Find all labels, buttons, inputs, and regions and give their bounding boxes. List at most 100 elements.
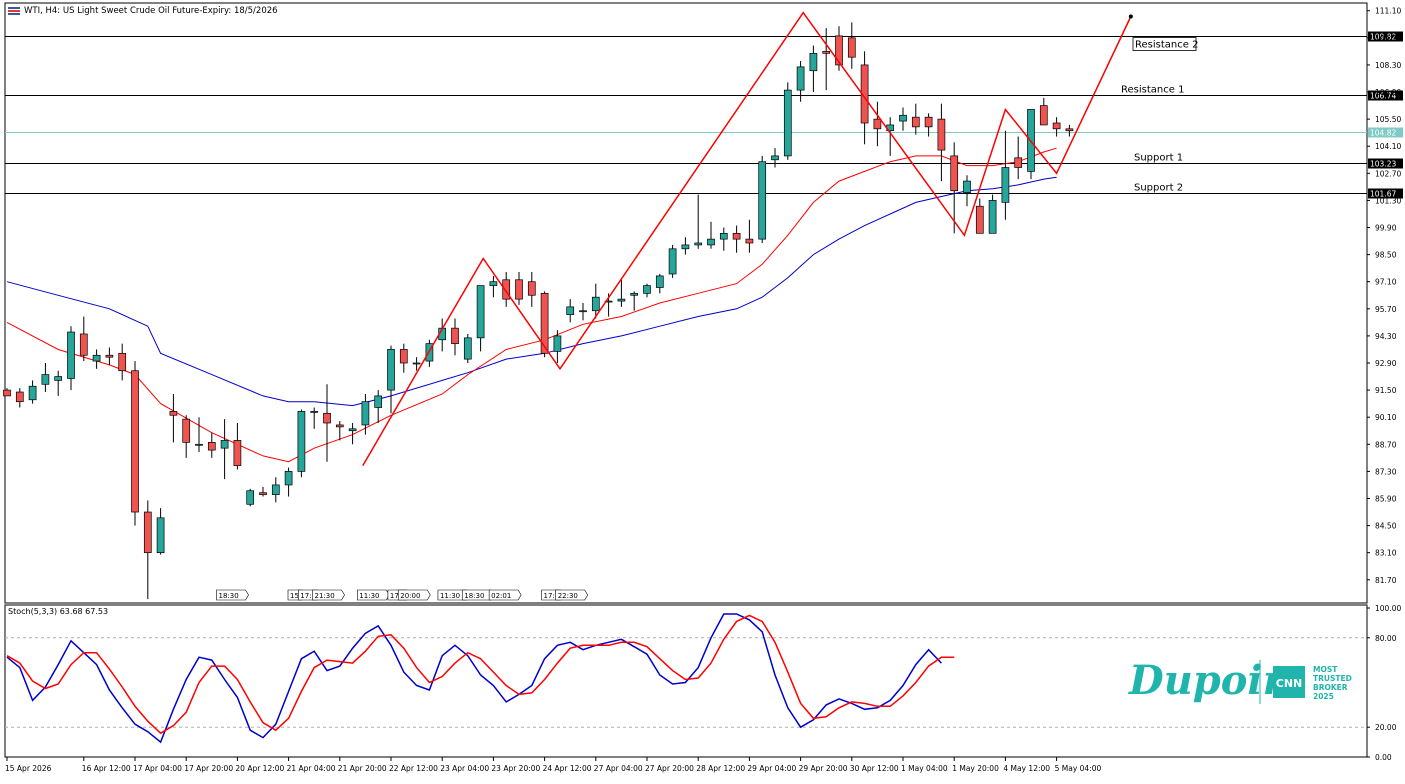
candle-body: [937, 118, 946, 151]
time-tick-label-19: 4 May 12:00: [1003, 764, 1050, 773]
candle: [79, 316, 88, 362]
candle-body: [911, 116, 920, 128]
level-labels: Resistance 2 Resistance 1 Support 1 Support…: [1121, 37, 1198, 194]
candle: [92, 349, 101, 369]
candle: [655, 273, 664, 294]
price-tick-label-19: 84.50: [1375, 522, 1397, 531]
candle-body: [643, 285, 651, 294]
stochastic-axis: 100.00 80.00 20.00 0.00: [1367, 604, 1401, 762]
candle: [515, 272, 523, 305]
session-mark-label-10: 17:: [544, 592, 555, 600]
session-mark-label-1: 15: [290, 592, 299, 600]
dupoin-logo: Dupoin CNN MOST TRUSTED BROKER 2025: [1128, 657, 1352, 704]
candle: [707, 221, 715, 249]
candle: [924, 113, 933, 137]
time-tick-label-13: 28 Apr 12:00: [696, 764, 745, 773]
time-tick-label-14: 29 Apr 04:00: [747, 764, 796, 773]
candle-body: [3, 389, 11, 397]
candle-body: [476, 285, 485, 339]
time-tick-label-0: 15 Apr 2026: [5, 764, 52, 773]
candle: [937, 103, 946, 182]
candle-body: [579, 310, 587, 313]
candle-body: [860, 64, 869, 124]
candle: [963, 175, 971, 207]
time-tick-label-10: 24 Apr 12:00: [543, 764, 592, 773]
session-mark-box-9: [488, 589, 522, 601]
level-price-label-2: 104.82: [1370, 129, 1396, 138]
time-tick-label-9: 23 Apr 20:00: [491, 764, 540, 773]
time-tick-label-4: 20 Apr 12:00: [235, 764, 284, 773]
session-mark-label-8: 18:30: [464, 592, 484, 600]
time-axis: 15 Apr 2026 16 Apr 12:00 17 Apr 04:00 17 Ap…: [5, 757, 1101, 773]
candle: [399, 343, 408, 373]
chart-title-bar: WTI, H4: US Light Sweet Crude Oil Future…: [8, 4, 278, 18]
time-tick-label-12: 27 Apr 20:00: [645, 764, 694, 773]
time-tick-label-6: 21 Apr 20:00: [338, 764, 387, 773]
tagline-line-2: TRUSTED: [1313, 674, 1352, 683]
candle-body: [92, 354, 101, 362]
candle: [950, 142, 959, 234]
candle-body: [924, 116, 933, 128]
candle-body: [515, 279, 523, 300]
candle: [566, 299, 575, 323]
session-mark-box-6: [397, 589, 431, 601]
session-mark-box-11: [555, 589, 589, 601]
candle-body: [707, 238, 715, 246]
session-mark-label-0: 18:30: [219, 592, 239, 600]
candle: [975, 198, 984, 234]
candle: [783, 82, 792, 160]
level-price-tag-2: [1368, 127, 1403, 138]
candle: [643, 283, 651, 298]
stoch-k-line: [6, 613, 942, 744]
candle-body: [630, 292, 639, 296]
candle-body: [41, 374, 50, 385]
price-tick-label-14: 91.50: [1375, 386, 1397, 395]
candle: [732, 225, 741, 253]
level-label-3: Support 1: [1134, 153, 1183, 164]
candle-body: [502, 279, 511, 300]
candle-body: [771, 155, 779, 161]
chart-title: WTI, H4: US Light Sweet Crude Oil Future…: [24, 6, 278, 16]
price-tick-label-4: 105.50: [1375, 115, 1401, 124]
candle-body: [655, 275, 664, 288]
candle: [412, 357, 421, 371]
candle: [1014, 136, 1023, 180]
candle-body: [335, 424, 344, 428]
candle: [988, 194, 997, 234]
price-tick-label-11: 95.70: [1375, 305, 1397, 314]
level-price-label-0: 109.82: [1370, 33, 1396, 42]
time-tick-label-15: 29 Apr 20:00: [799, 764, 848, 773]
ma-slow-line: [6, 176, 1057, 407]
candle-body: [873, 118, 882, 130]
zigzag-pattern: [362, 11, 1133, 466]
session-mark-label-2: 17:: [300, 592, 311, 600]
candle: [195, 417, 203, 453]
candle: [873, 101, 882, 147]
cnn-badge: [1273, 666, 1305, 698]
price-tick-label-0: 111.10: [1375, 7, 1401, 16]
candle: [527, 272, 536, 307]
candle-body: [566, 306, 575, 315]
price-tick-label-15: 90.10: [1375, 413, 1397, 422]
candle: [28, 380, 37, 404]
price-tick-label-6: 102.70: [1375, 169, 1401, 178]
candle: [67, 326, 75, 391]
candle: [911, 103, 920, 135]
candle-body: [387, 349, 395, 391]
candle-body: [758, 161, 767, 240]
candle: [259, 486, 267, 497]
candle-body: [220, 440, 229, 449]
price-tick-label-3: 106.90: [1375, 88, 1401, 97]
candle: [156, 508, 165, 555]
candle: [579, 303, 587, 321]
candle: [822, 28, 831, 91]
candle-body: [988, 200, 997, 234]
time-tick-label-2: 17 Apr 04:00: [133, 764, 182, 773]
candle-body: [399, 349, 408, 364]
candle-body: [54, 376, 63, 381]
stochastic-lines: [5, 613, 1367, 744]
candle: [169, 393, 178, 443]
candle: [3, 388, 11, 397]
candle-body: [1052, 122, 1061, 130]
